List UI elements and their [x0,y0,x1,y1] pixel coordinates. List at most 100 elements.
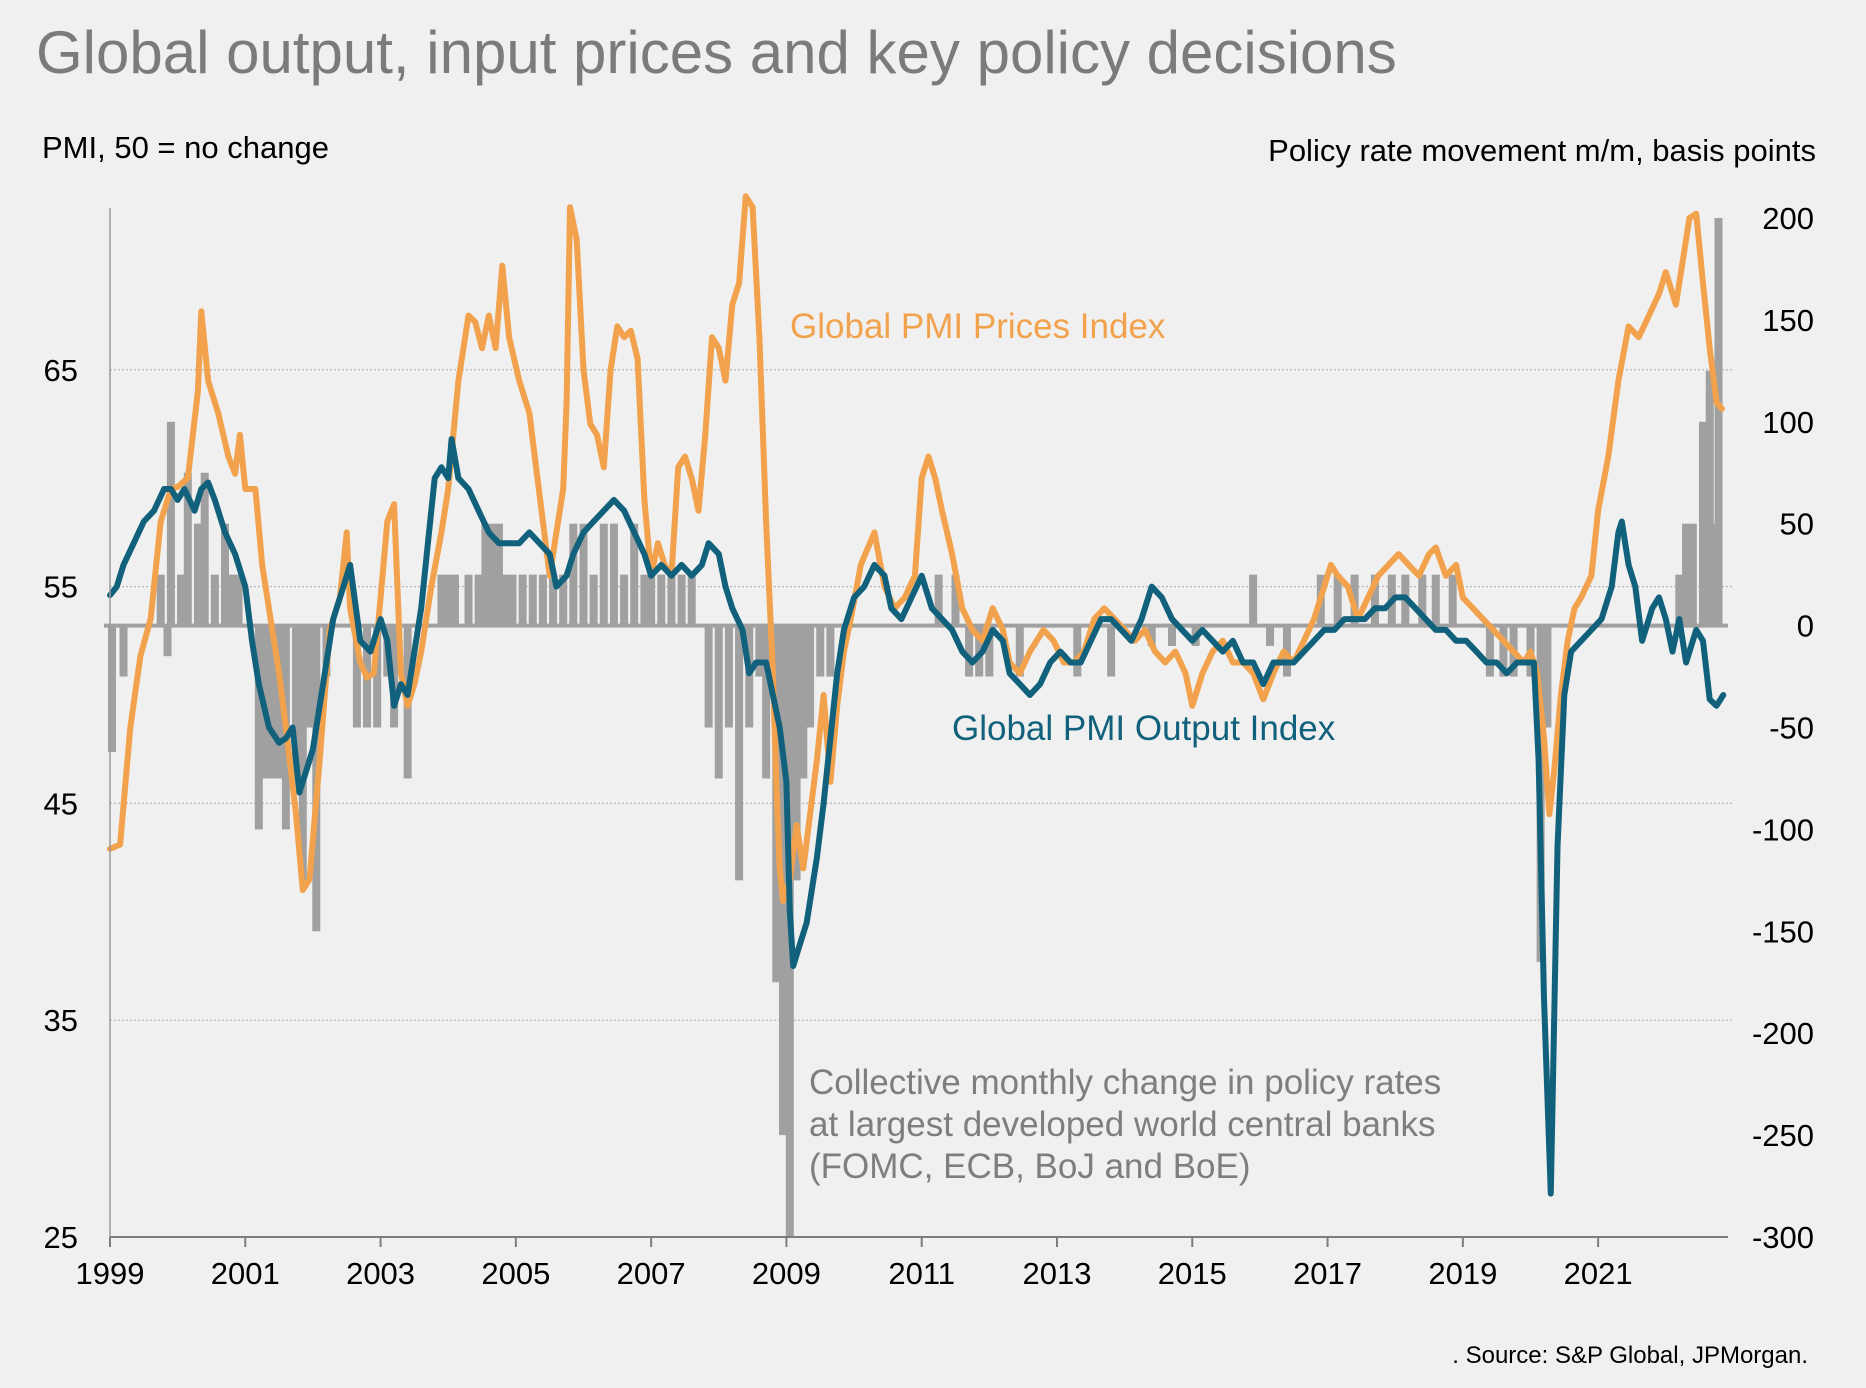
policy-rate-bar [1698,421,1707,626]
policy-rate-bar [119,625,128,677]
annotations: Global PMI Prices Index Global PMI Outpu… [790,307,1441,1186]
policy-rate-bar [806,625,815,728]
policy-rate-bar [1167,625,1176,646]
policy-rate-bar [227,574,236,626]
x-tick-label: 2015 [1158,1256,1227,1291]
policy-rate-bar [183,472,192,626]
prices-index-line [107,193,1725,904]
policy-rate-bar [559,574,568,626]
policy-rate-bar [518,574,527,626]
policy-rate-bar [589,574,598,626]
right-axis-title: Policy rate movement m/m, basis points [1268,133,1816,168]
policy-rate-bar [1418,574,1427,626]
pmi-lines [107,193,1727,1197]
policy-rate-bar [687,574,696,626]
y-left-tick-label: 65 [44,353,78,388]
policy-rate-bar [305,625,314,728]
y-right-tick-label: 50 [1780,507,1814,542]
policy-rate-bar [200,472,209,626]
policy-rate-bar [1675,574,1684,626]
policy-rate-bar [444,574,453,626]
y-right-tick-label: -200 [1752,1016,1814,1051]
policy-rate-bar [792,625,801,881]
prices-series-label: Global PMI Prices Index [790,307,1166,346]
policy-rate-bar [1688,523,1697,626]
policy-rate-bar [1249,574,1258,626]
output-index-line [107,436,1727,1197]
policy-rate-bar [390,625,399,728]
policy-rate-bar [1709,523,1718,626]
policy-rate-bar [352,625,361,728]
y-right-tick-label: -300 [1752,1220,1814,1255]
policy-rate-bar [609,523,618,626]
policy-rate-bar [640,574,649,626]
output-series-label: Global PMI Output Index [952,709,1336,748]
policy-rate-bar [630,523,639,626]
policy-rate-bar [1431,574,1440,626]
y-right-tick-label: 0 [1797,609,1814,644]
y-right-tick-label: 200 [1762,201,1814,236]
policy-rate-bar [481,523,490,626]
policy-rate-bar [724,625,733,728]
policy-rate-bar [647,574,656,626]
y-right-tick-label: -250 [1752,1118,1814,1153]
policy-rate-bar [166,421,175,626]
policy-rate-bar [1705,370,1714,626]
x-tick-label: 2007 [617,1256,686,1291]
policy-rate-bar [549,574,558,626]
x-tick-label: 1999 [76,1256,145,1291]
x-tick-label: 2019 [1428,1256,1497,1291]
y-right-tick-label: 150 [1762,303,1814,338]
policy-rate-bar [1448,574,1457,626]
x-tick-label: 2003 [346,1256,415,1291]
policy-rate-bar [1147,625,1156,646]
policy-rate-bar [528,574,537,626]
policy-series-label-line-2: at largest developed world central banks [809,1105,1435,1144]
policy-rate-bar [508,574,517,626]
left-axis-title: PMI, 50 = no change [42,130,329,165]
policy-rate-bar [156,574,165,626]
policy-rate-bar [620,574,629,626]
y-right-tick-label: -150 [1752,914,1814,949]
policy-rate-bar [220,523,229,626]
policy-rate-bar [1015,625,1024,677]
policy-rate-bar [667,574,676,626]
policy-rate-bar [437,574,446,626]
source-note: . Source: S&P Global, JPMorgan. [1452,1342,1808,1369]
x-tick-label: 2021 [1564,1256,1633,1291]
policy-rate-bar [254,625,263,830]
policy-rate-bar [745,625,754,728]
policy-rate-bar [1266,625,1275,646]
policy-series-label-line-3: (FOMC, ECB, BoJ and BoE) [809,1147,1251,1186]
y-left-tick-label: 35 [44,1003,78,1038]
policy-rate-bar [762,625,771,779]
policy-rate-bar [474,574,483,626]
x-tick-label: 2013 [1023,1256,1092,1291]
policy-rate-bar [657,574,666,626]
policy-rate-bar [1714,218,1723,626]
policy-rate-bar [268,625,277,779]
policy-rate-bar [599,523,608,626]
policy-series-label-line-1: Collective monthly change in policy rate… [809,1063,1441,1102]
x-tick-label: 2011 [888,1256,955,1291]
x-tick-label: 2017 [1293,1256,1362,1291]
policy-rate-bar [275,625,284,779]
policy-rate-bar [985,625,994,677]
x-tick-label: 2005 [481,1256,550,1291]
policy-rate-bar [163,625,172,657]
policy-rate-bar [569,523,578,626]
policy-rate-bar [1499,625,1508,677]
policy-rate-bar [677,574,686,626]
axes [109,208,1728,1247]
policy-rate-bar [464,574,473,626]
y-left-tick-label: 25 [44,1220,78,1255]
policy-rate-bar [450,574,459,626]
policy-rate-bar [1333,574,1342,626]
y-left-tick-label: 55 [44,570,78,605]
policy-rate-bar [1543,625,1552,728]
policy-rate-bar [1073,625,1082,677]
policy-rate-bar [704,625,713,728]
policy-rate-bar [714,625,723,779]
policy-rate-bar [292,625,301,779]
